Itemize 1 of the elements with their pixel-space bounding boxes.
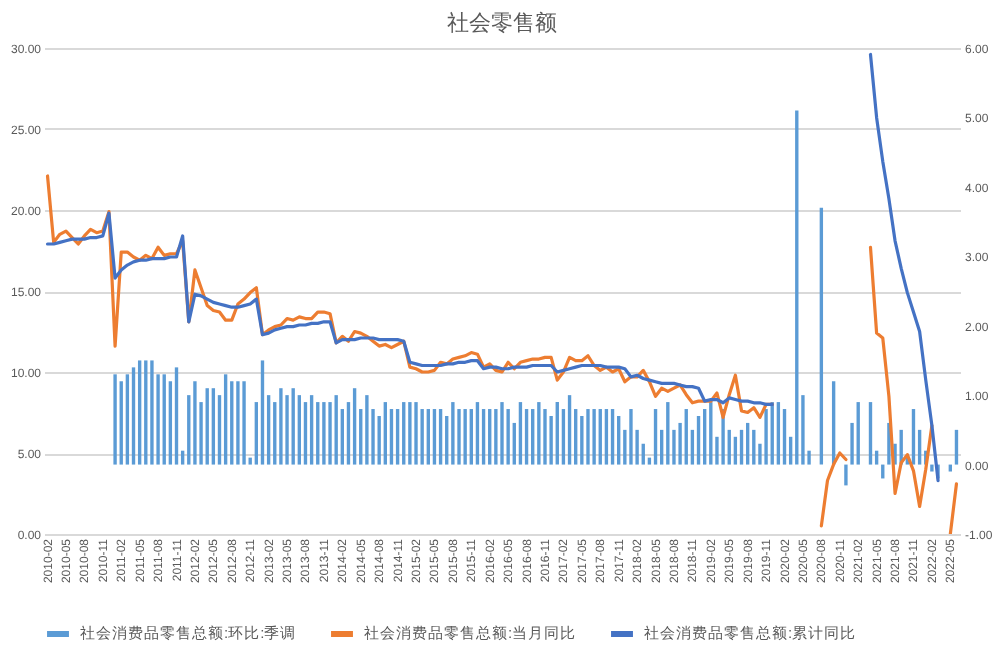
chart-title: 社会零售额 xyxy=(447,10,557,36)
